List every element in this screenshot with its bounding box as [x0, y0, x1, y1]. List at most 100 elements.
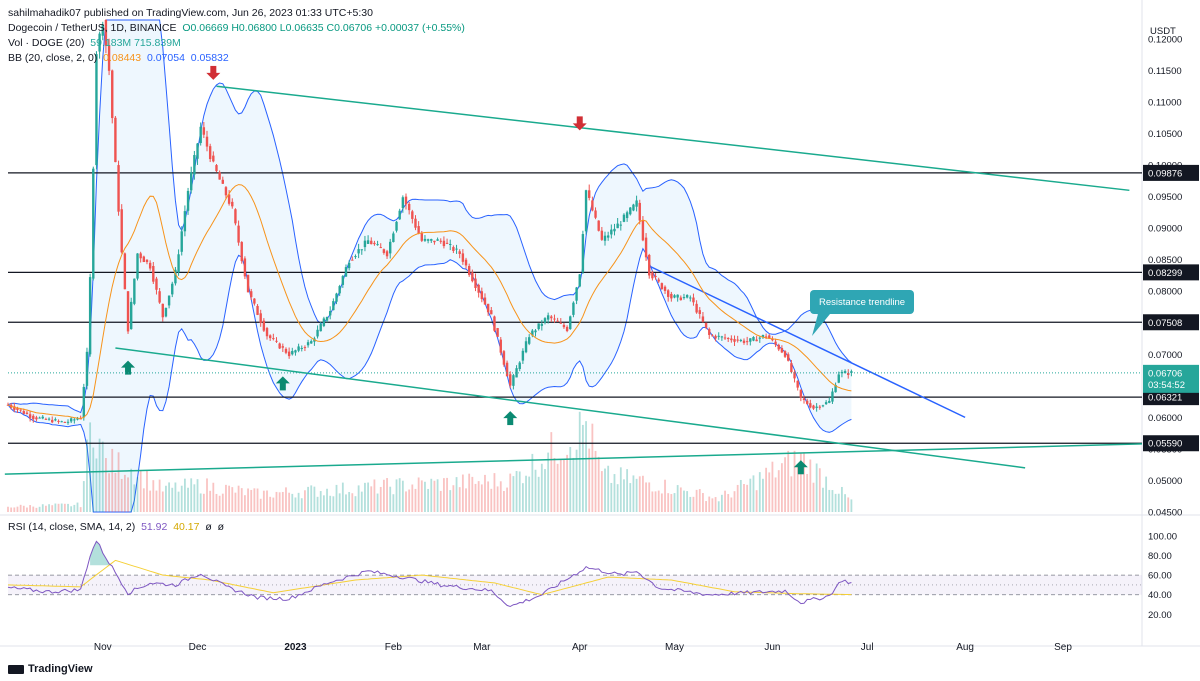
candle-body	[411, 211, 414, 219]
candle-body	[591, 200, 594, 211]
volume-bar	[796, 464, 799, 512]
rsi-ma-value: 40.17	[173, 521, 200, 533]
volume-bar	[63, 503, 66, 512]
candle-body	[54, 419, 57, 421]
volume-bar	[461, 474, 464, 512]
candle-body	[755, 339, 758, 342]
volume-bar	[269, 496, 272, 512]
volume-bar	[841, 486, 843, 512]
time-tick-label: May	[665, 642, 684, 653]
volume-bar	[683, 490, 685, 512]
candle-body	[831, 391, 834, 402]
candle-body	[499, 339, 502, 353]
volume-bar	[130, 468, 133, 512]
volume-bar	[657, 490, 660, 512]
bb-label: BB (20, close, 2, 0)	[8, 52, 98, 64]
volume-bar	[521, 483, 524, 512]
volume-label: Vol · DOGE (20)	[8, 37, 85, 49]
bb-legend[interactable]: BB (20, close, 2, 0) 0.08443 0.07054 0.0…	[8, 52, 229, 64]
candle-body	[477, 284, 480, 293]
volume-bar	[771, 461, 774, 512]
volume-bar	[828, 489, 831, 512]
volume-bar	[341, 482, 344, 512]
candle-body	[186, 190, 190, 211]
volume-bar	[474, 483, 477, 512]
volume-bar	[550, 432, 553, 512]
candle-body	[619, 224, 623, 226]
candle-body	[730, 338, 733, 341]
volume-bar	[357, 485, 360, 512]
volume-bar	[319, 491, 322, 512]
volume-bar	[465, 488, 467, 512]
candle-body	[505, 362, 509, 377]
candle-body	[480, 291, 484, 300]
candle-body	[335, 293, 338, 302]
candle-body	[534, 330, 537, 333]
volume-bar	[667, 493, 670, 512]
volume-bar	[575, 449, 578, 512]
volume-bar	[38, 506, 41, 512]
candle-body	[796, 380, 799, 388]
level-price-tag	[1143, 389, 1199, 406]
candle-body	[256, 305, 259, 315]
candle-body	[136, 253, 139, 279]
volume-bar	[528, 476, 531, 512]
candle-body	[177, 254, 180, 273]
volume-bar	[127, 477, 129, 512]
candle-body	[253, 298, 256, 304]
volume-bar	[215, 493, 218, 512]
volume-bar	[354, 496, 357, 512]
volume-bar	[635, 478, 638, 512]
volume-bar	[389, 486, 392, 512]
candle-body	[682, 297, 686, 299]
candle-body	[63, 421, 67, 423]
volume-bar	[234, 492, 237, 512]
volume-bar	[468, 473, 471, 512]
candle-body	[581, 234, 585, 273]
candle-body	[543, 318, 547, 323]
volume-bar	[733, 491, 736, 512]
volume-bar	[493, 473, 496, 512]
candle-body	[69, 418, 73, 422]
volume-bar	[717, 501, 720, 512]
volume-bar	[405, 491, 407, 512]
candle-body	[717, 335, 720, 337]
candle-body	[527, 337, 531, 344]
volume-bar	[512, 476, 515, 512]
candle-body	[221, 179, 224, 184]
candle-body	[635, 200, 638, 207]
candle-body	[196, 143, 199, 159]
callout-pointer	[812, 314, 830, 336]
volume-bar	[569, 446, 572, 512]
volume-bar	[136, 477, 139, 512]
symbol-line: Dogecoin / TetherUS, 1D, BINANCE O0.0666…	[8, 22, 465, 34]
candle-body	[670, 293, 673, 299]
volume-bar	[585, 421, 587, 512]
candle-body	[328, 311, 332, 316]
volume-bar	[158, 479, 161, 512]
price-tick-label: 0.12000	[1148, 34, 1182, 45]
volume-bar	[509, 473, 512, 512]
candle-body	[790, 363, 793, 373]
candle-body	[689, 297, 692, 299]
rsi-legend[interactable]: RSI (14, close, SMA, 14, 2) 51.92 40.17 …	[8, 521, 224, 533]
candle-body	[92, 168, 95, 279]
symbol-name[interactable]: Dogecoin / TetherUS, 1D, BINANCE	[8, 22, 177, 34]
candle-body	[509, 374, 512, 386]
volume-bar	[165, 485, 167, 512]
candle-body	[629, 207, 632, 215]
time-tick-label: Jun	[764, 642, 780, 653]
candle-body	[787, 354, 790, 361]
candle-body	[562, 324, 566, 328]
volume-legend[interactable]: Vol · DOGE (20) 59.183M 715.839M	[8, 37, 181, 49]
volume-bar	[518, 471, 521, 512]
candle-body	[325, 316, 329, 321]
volume-bar	[660, 493, 663, 512]
candle-body	[167, 295, 171, 306]
candle-body	[392, 233, 395, 243]
tradingview-watermark[interactable]: TradingView	[8, 663, 93, 675]
candle-body	[644, 237, 648, 258]
volume-bar	[695, 489, 698, 512]
volume-bar	[326, 488, 328, 512]
